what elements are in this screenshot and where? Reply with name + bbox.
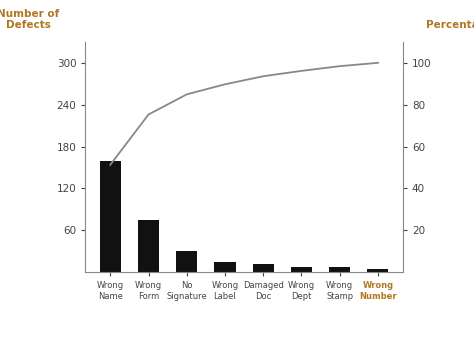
Bar	[291, 267, 312, 272]
Bar	[329, 267, 350, 272]
Bar	[176, 251, 197, 272]
Bar	[253, 264, 274, 272]
Text: Number of
Defects: Number of Defects	[0, 9, 59, 30]
Bar	[138, 220, 159, 272]
Text: Percentage: Percentage	[427, 20, 474, 30]
Bar	[100, 161, 121, 272]
Bar	[214, 262, 236, 272]
Bar	[367, 269, 389, 272]
